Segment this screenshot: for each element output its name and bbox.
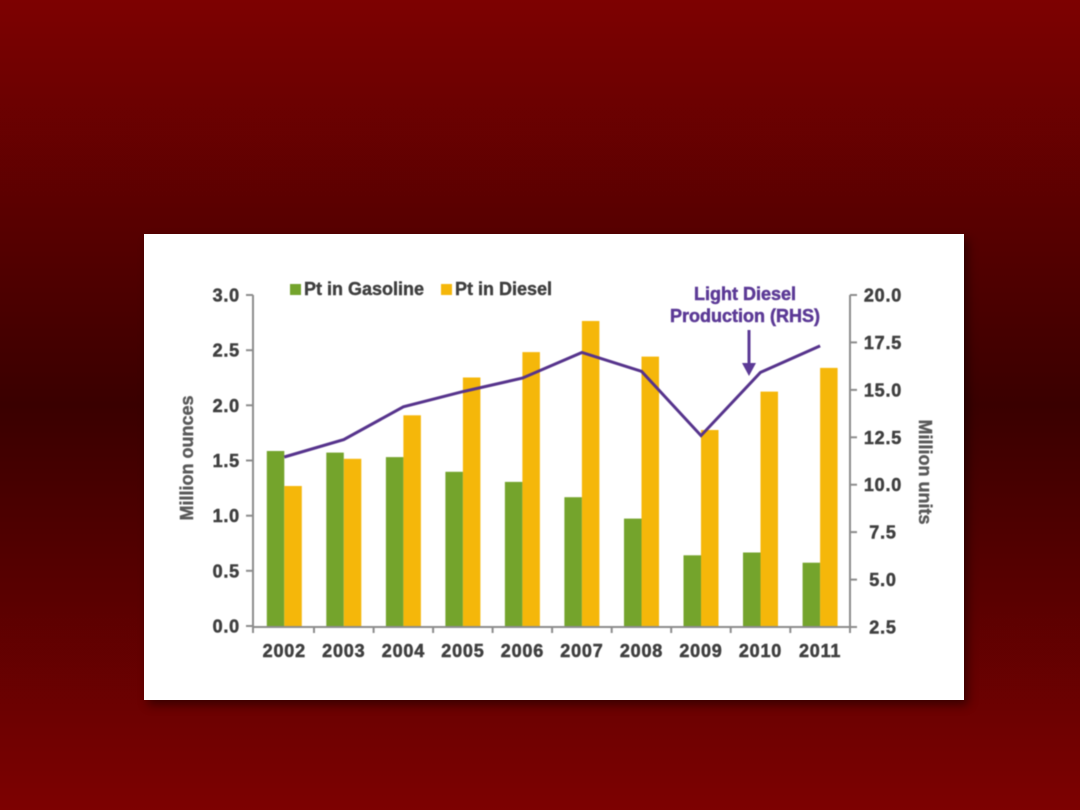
svg-text:2010: 2010: [739, 641, 782, 661]
svg-text:7.5: 7.5: [869, 523, 896, 543]
svg-text:10.0: 10.0: [864, 475, 902, 495]
svg-text:2008: 2008: [620, 641, 663, 661]
svg-text:1.0: 1.0: [213, 506, 240, 526]
svg-text:12.5: 12.5: [864, 428, 902, 448]
svg-text:17.5: 17.5: [864, 333, 902, 353]
svg-text:2003: 2003: [322, 641, 365, 661]
svg-text:0.0: 0.0: [213, 617, 240, 637]
svg-text:5.0: 5.0: [869, 570, 896, 590]
svg-text:2.5: 2.5: [213, 341, 240, 361]
svg-text:2002: 2002: [263, 641, 306, 661]
svg-text:2.0: 2.0: [213, 396, 240, 416]
svg-text:0.5: 0.5: [213, 561, 240, 581]
svg-text:1.5: 1.5: [213, 451, 240, 471]
svg-text:2004: 2004: [382, 641, 425, 661]
svg-text:Pt in Diesel: Pt in Diesel: [455, 279, 552, 299]
svg-text:Light Diesel: Light Diesel: [694, 284, 796, 304]
svg-text:20.0: 20.0: [864, 286, 902, 306]
svg-text:2011: 2011: [799, 641, 841, 661]
svg-text:Million ounces: Million ounces: [177, 395, 197, 520]
svg-text:15.0: 15.0: [864, 380, 902, 400]
svg-text:Production (RHS): Production (RHS): [670, 306, 820, 326]
svg-text:2.5: 2.5: [869, 618, 896, 638]
svg-text:3.0: 3.0: [213, 286, 240, 306]
svg-text:Million units: Million units: [915, 420, 935, 525]
svg-text:2007: 2007: [560, 641, 603, 661]
svg-text:2009: 2009: [679, 641, 722, 661]
svg-text:2006: 2006: [501, 641, 544, 661]
svg-text:Pt in Gasoline: Pt in Gasoline: [304, 279, 424, 299]
svg-text:2005: 2005: [441, 641, 484, 661]
